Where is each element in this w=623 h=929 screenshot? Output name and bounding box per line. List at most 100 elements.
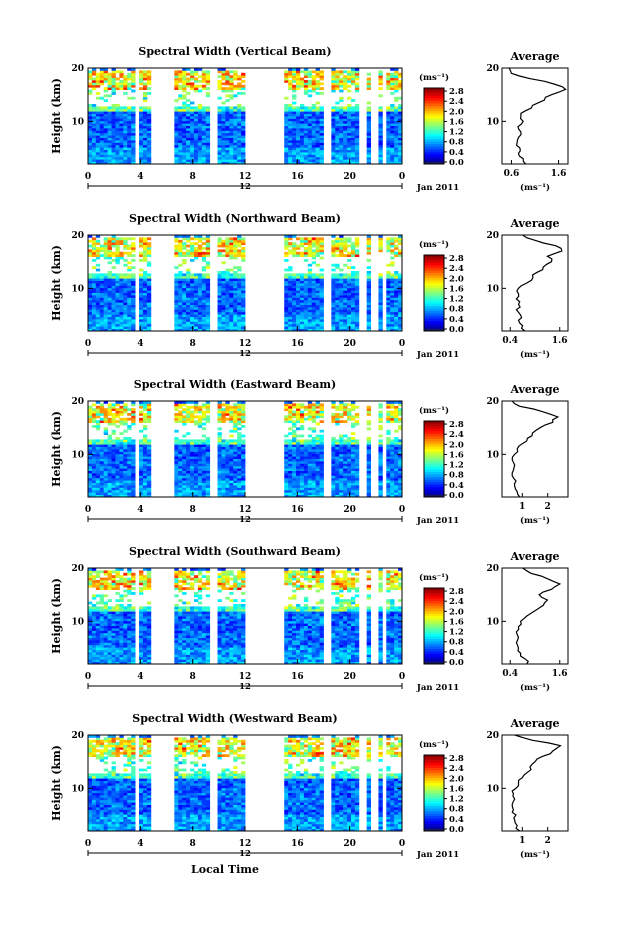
heatmap-cell bbox=[174, 116, 179, 119]
heatmap-cell bbox=[111, 456, 116, 459]
profile-x-tick-label: 1.6 bbox=[551, 169, 567, 179]
heatmap-cell bbox=[292, 477, 297, 481]
heatmap-cell bbox=[221, 242, 226, 245]
heatmap-cell bbox=[107, 403, 112, 407]
heatmap-cell bbox=[197, 492, 203, 495]
heatmap-cell bbox=[288, 458, 293, 462]
heatmap-cell bbox=[186, 309, 191, 313]
heatmap-cell bbox=[225, 249, 230, 253]
heatmap-cell bbox=[390, 263, 395, 267]
heatmap-cell bbox=[91, 108, 97, 112]
heatmap-cell bbox=[343, 249, 348, 253]
heatmap-cell bbox=[217, 125, 222, 129]
heatmap-cell bbox=[178, 458, 183, 462]
heatmap-cell bbox=[296, 116, 301, 119]
heatmap-cell bbox=[366, 314, 372, 317]
heatmap-cell bbox=[221, 137, 226, 141]
heatmap-cell bbox=[307, 156, 313, 160]
heatmap-cell bbox=[237, 449, 242, 452]
heatmap-cell bbox=[319, 314, 324, 317]
heatmap-cell bbox=[241, 256, 246, 260]
heatmap-cell bbox=[315, 309, 320, 313]
heatmap-cell bbox=[307, 434, 313, 438]
heatmap-cell bbox=[343, 319, 348, 322]
heatmap-cell bbox=[142, 326, 148, 329]
heatmap-cell bbox=[115, 70, 120, 74]
heatmap-cell bbox=[288, 304, 293, 308]
heatmap-cell bbox=[111, 444, 116, 447]
heatmap-cell bbox=[241, 116, 246, 119]
heatmap-cell bbox=[339, 239, 344, 243]
heatmap-cell bbox=[225, 307, 230, 310]
heatmap-cell bbox=[229, 475, 234, 479]
colorbar-frame bbox=[423, 87, 445, 165]
heatmap-cell bbox=[197, 130, 203, 134]
heatmap-cell bbox=[237, 156, 242, 160]
heatmap-cell bbox=[221, 307, 226, 310]
heatmap-cell bbox=[139, 321, 144, 325]
heatmap-cell bbox=[284, 297, 289, 301]
heatmap-cell bbox=[331, 116, 336, 119]
heatmap-cell bbox=[99, 451, 105, 455]
heatmap-cell bbox=[103, 468, 109, 471]
heatmap-cell bbox=[390, 72, 395, 76]
heatmap-cell bbox=[335, 144, 340, 148]
heatmap-cell bbox=[88, 156, 93, 160]
heatmap-cell bbox=[299, 449, 305, 452]
heatmap-cell bbox=[221, 468, 226, 471]
heatmap-cell bbox=[225, 111, 230, 114]
heatmap-cell bbox=[315, 304, 320, 308]
heatmap-cell bbox=[190, 439, 195, 443]
heatmap-cell bbox=[99, 408, 105, 411]
heatmap-cell bbox=[217, 439, 222, 443]
heatmap-cell bbox=[127, 444, 132, 447]
heatmap-cell bbox=[233, 256, 238, 260]
heatmap-cell bbox=[292, 413, 297, 416]
heatmap-cell bbox=[95, 152, 101, 155]
heatmap-cell bbox=[331, 268, 336, 272]
heatmap-cell bbox=[378, 235, 383, 238]
heatmap-cell bbox=[335, 70, 340, 74]
heatmap-cell bbox=[339, 247, 344, 250]
heatmap-cell bbox=[303, 461, 309, 464]
heatmap-cell bbox=[88, 458, 93, 462]
heatmap-cell bbox=[284, 77, 289, 81]
heatmap-cell bbox=[311, 118, 317, 122]
heatmap-cell bbox=[366, 113, 372, 117]
heatmap-cell bbox=[398, 314, 403, 317]
heatmap-cell bbox=[139, 446, 144, 450]
heatmap-cell bbox=[233, 408, 238, 411]
heatmap-cell bbox=[311, 80, 317, 83]
heatmap-cell bbox=[350, 244, 356, 248]
heatmap-cell bbox=[139, 453, 144, 457]
colorbar-segment bbox=[424, 100, 444, 104]
heatmap-cell bbox=[394, 140, 399, 143]
heatmap-cell bbox=[319, 108, 324, 112]
heatmap-cell bbox=[99, 485, 105, 488]
heatmap-cell bbox=[303, 144, 309, 148]
heatmap-cell bbox=[174, 461, 179, 464]
heatmap-cell bbox=[88, 273, 93, 277]
heatmap-cell bbox=[182, 259, 187, 262]
heatmap-cell bbox=[339, 125, 344, 129]
heatmap-cell bbox=[398, 113, 403, 117]
heatmap-cell bbox=[296, 458, 301, 462]
heatmap-cell bbox=[319, 295, 324, 298]
heatmap-cell bbox=[307, 106, 313, 110]
heatmap-cell bbox=[201, 247, 207, 250]
heatmap-cell bbox=[339, 82, 344, 86]
heatmap-cell bbox=[111, 120, 116, 124]
heatmap-cell bbox=[178, 251, 183, 255]
heatmap-cell bbox=[292, 410, 297, 414]
heatmap-cell bbox=[119, 125, 124, 129]
heatmap-cell bbox=[91, 266, 97, 269]
heatmap-cell bbox=[303, 458, 309, 462]
heatmap-cell bbox=[299, 140, 305, 143]
heatmap-cell bbox=[205, 154, 211, 158]
colorbar-tick-label: 0.8 bbox=[449, 138, 464, 148]
heatmap-cell bbox=[103, 251, 109, 255]
heatmap-cell bbox=[103, 273, 109, 277]
heatmap-cell bbox=[99, 456, 105, 459]
heatmap-cell bbox=[119, 82, 124, 86]
heatmap-cell bbox=[131, 96, 136, 100]
